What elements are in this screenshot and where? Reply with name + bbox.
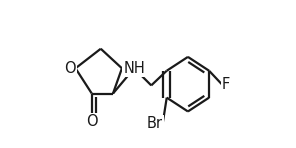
Text: O: O [64,61,75,76]
Text: Br: Br [147,116,163,131]
Text: O: O [86,114,98,129]
Text: NH: NH [123,61,145,76]
Text: F: F [222,77,230,92]
